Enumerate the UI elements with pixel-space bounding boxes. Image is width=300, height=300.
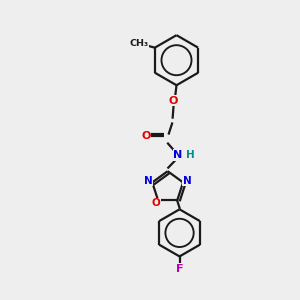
Text: O: O <box>142 131 151 142</box>
Text: F: F <box>176 264 183 274</box>
Text: N: N <box>182 176 191 186</box>
Text: O: O <box>152 198 160 208</box>
Text: N: N <box>173 150 183 160</box>
Text: CH₃: CH₃ <box>129 39 148 48</box>
Text: O: O <box>169 95 178 106</box>
Text: H: H <box>186 150 195 160</box>
Text: N: N <box>144 176 153 186</box>
